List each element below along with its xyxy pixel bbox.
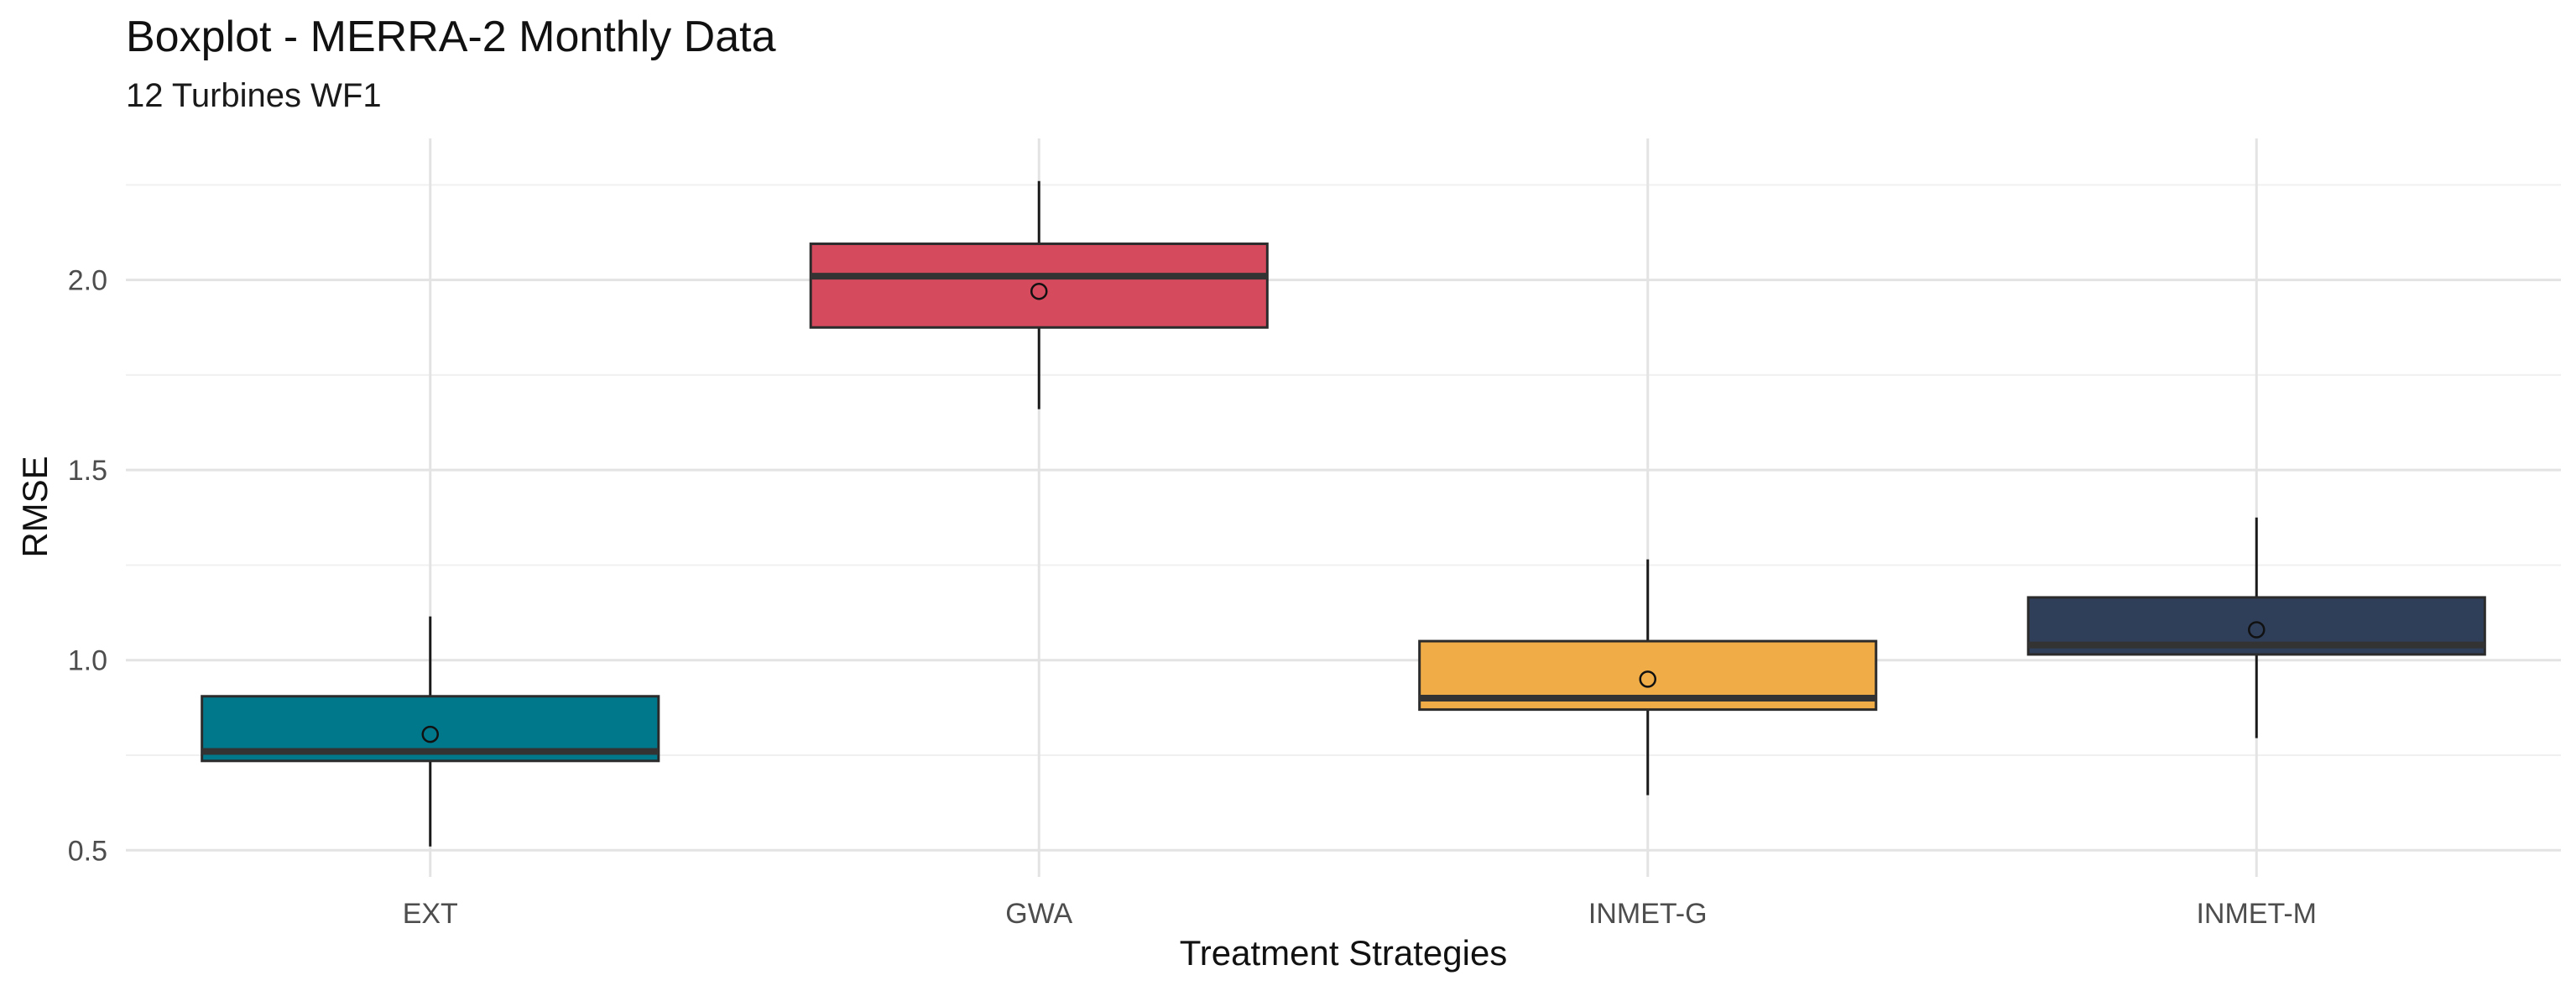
box-series [201,180,2486,847]
grid-lines [126,138,2561,877]
box-ext [201,616,660,847]
mean-point [2248,621,2266,639]
y-tick-label: 1.0 [68,645,107,677]
x-axis-title: Treatment Strategies [1180,933,1508,973]
y-axis-ticks: 0.5 1.0 1.5 2.0 [68,265,107,868]
x-tick-label: GWA [1005,898,1072,930]
x-axis-ticks: EXT GWA INMET-G INMET-M [403,898,2317,930]
x-tick-label: EXT [403,898,458,930]
mean-point [1639,670,1656,688]
box-gwa [809,180,1269,409]
y-tick-label: 2.0 [68,265,107,297]
mean-point [1030,282,1048,300]
box-body [809,243,1269,329]
x-tick-label: INMET-M [2196,898,2317,930]
x-tick-label: INMET-G [1588,898,1708,930]
chart-subtitle: 12 Turbines WF1 [126,77,382,114]
y-tick-label: 1.5 [68,455,107,487]
chart-title: Boxplot - MERRA-2 Monthly Data [126,13,776,61]
y-tick-label: 0.5 [68,835,107,867]
mean-point [421,725,439,743]
box-inmet-m [2026,517,2486,738]
y-axis-title: RMSE [15,456,55,557]
box-inmet-g [1418,559,1878,795]
